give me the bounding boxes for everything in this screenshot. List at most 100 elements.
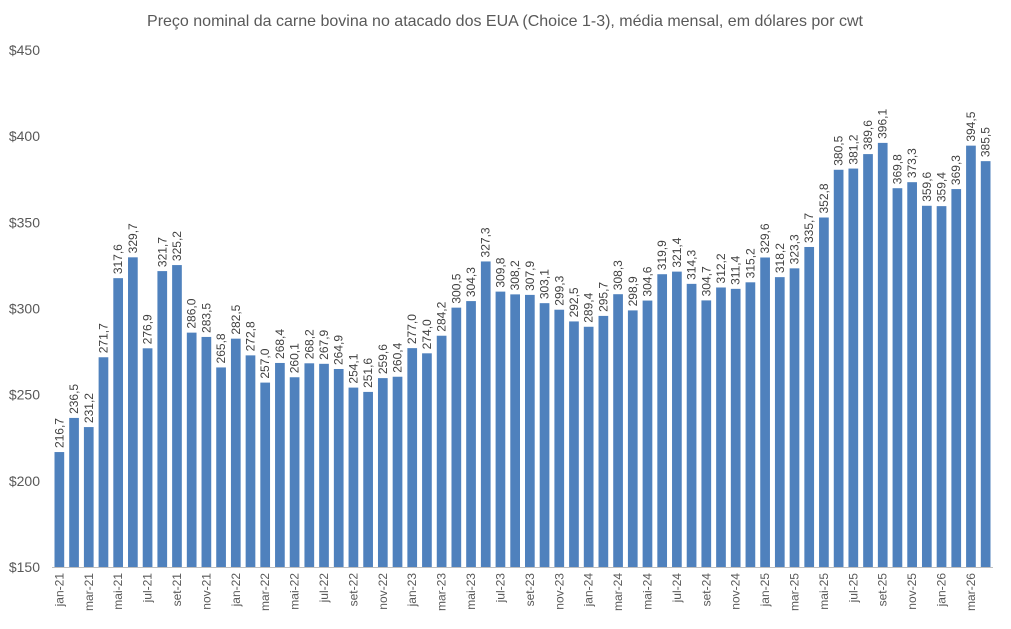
bar-abr-21 [98, 357, 109, 567]
bar-value-label: 314,3 [685, 250, 699, 280]
bar-jul-23 [495, 291, 506, 567]
bar-value-label: 299,3 [552, 275, 566, 305]
x-tick-label: jan-26 [935, 573, 949, 608]
bar-value-label: 303,1 [538, 269, 552, 299]
bar-nov-25 [907, 182, 917, 567]
bar-set-22 [348, 387, 359, 567]
x-tick-label: nov-24 [729, 573, 743, 610]
y-tick-label: $200 [9, 473, 40, 489]
x-tick-label: jul-22 [317, 573, 331, 604]
bar-value-label: 317,6 [111, 244, 125, 274]
bar-value-label: 319,9 [655, 240, 669, 270]
x-tick-label: jan-23 [405, 573, 419, 608]
bar-fev-23 [422, 353, 432, 567]
bar-set-25 [877, 142, 888, 567]
bar-set-23 [525, 294, 535, 567]
bar-fev-26 [951, 189, 962, 567]
bar-value-label: 292,5 [567, 287, 581, 317]
bar-value-label: 335,7 [802, 213, 816, 243]
x-tick-label: set-23 [523, 573, 537, 607]
x-tick-label: jan-22 [229, 573, 243, 608]
y-tick-label: $150 [9, 559, 40, 575]
bar-value-label: 259,6 [376, 344, 390, 374]
bar-value-label: 300,5 [449, 273, 463, 303]
bar-value-label: 298,9 [626, 276, 640, 306]
bar-abr-25 [804, 246, 815, 568]
bar-value-label: 264,9 [332, 335, 346, 365]
x-tick-label: jan-25 [758, 573, 772, 608]
bar-jan-23 [407, 348, 418, 567]
bar-mar-25 [789, 268, 800, 567]
x-tick-label: jul-21 [141, 573, 155, 604]
bar-mai-22 [289, 377, 300, 567]
bar-value-label: 277,0 [405, 314, 419, 344]
bar-value-label: 321,7 [155, 237, 169, 267]
bar-value-label: 283,5 [199, 303, 213, 333]
bar-mar-26 [966, 145, 976, 567]
y-tick-label: $400 [9, 128, 40, 144]
bar-jul-24 [672, 271, 682, 567]
bar-jun-24 [657, 274, 668, 567]
bar-value-label: 274,0 [420, 319, 434, 349]
bar-value-label: 282,5 [229, 304, 243, 334]
bar-mai-23 [466, 301, 476, 567]
bar-fev-21 [69, 417, 79, 567]
bar-jul-22 [319, 363, 329, 567]
bar-nov-21 [201, 336, 212, 567]
bar-value-label: 389,6 [861, 120, 875, 150]
bar-value-label: 325,2 [170, 231, 184, 261]
x-tick-label: set-21 [170, 573, 184, 607]
bar-value-label: 369,3 [949, 155, 963, 185]
bar-value-label: 329,7 [126, 223, 140, 253]
bar-mar-23 [436, 335, 447, 567]
bar-fev-22 [245, 355, 256, 567]
bar-jan-24 [583, 326, 594, 567]
bar-value-label: 359,4 [935, 172, 949, 202]
bar-abr-22 [275, 362, 285, 567]
bar-abr-24 [627, 310, 638, 567]
x-tick-label: mai-21 [111, 573, 125, 610]
bar-jan-25 [760, 257, 770, 567]
bar-value-label: 329,6 [758, 223, 772, 253]
x-tick-label: jan-21 [52, 573, 66, 608]
x-tick-label: nov-22 [376, 573, 390, 610]
bar-mai-25 [819, 217, 829, 567]
bar-ago-25 [863, 154, 873, 567]
x-tick-label: mar-26 [964, 573, 978, 611]
bar-mar-24 [613, 294, 623, 567]
bar-value-label: 284,2 [435, 301, 449, 331]
bar-dez-23 [569, 321, 579, 567]
y-tick-label: $300 [9, 301, 40, 317]
bar-value-label: 369,8 [890, 154, 904, 184]
bar-jul-25 [848, 168, 859, 567]
bar-value-label: 385,5 [979, 127, 993, 157]
bar-value-label: 327,3 [479, 227, 493, 257]
bar-value-label: 381,2 [846, 134, 860, 164]
bar-dez-22 [392, 376, 403, 567]
y-tick-label: $450 [9, 42, 40, 58]
bar-jun-22 [304, 363, 315, 567]
bar-jul-21 [142, 348, 153, 567]
x-tick-label: jul-24 [670, 573, 684, 604]
x-tick-label: mai-23 [464, 573, 478, 610]
bar-abr-26 [980, 161, 991, 567]
bar-value-label: 271,7 [96, 323, 110, 353]
bar-value-label: 394,5 [964, 111, 978, 141]
bar-value-label: 380,5 [832, 135, 846, 165]
bar-value-label: 396,1 [876, 109, 890, 139]
bar-value-label: 309,8 [493, 257, 507, 287]
chart-title: Preço nominal da carne bovina no atacado… [147, 13, 863, 30]
bar-value-label: 321,4 [670, 237, 684, 267]
x-tick-label: mar-23 [435, 573, 449, 611]
bar-value-label: 286,0 [185, 298, 199, 328]
bar-value-label: 295,7 [596, 282, 610, 312]
bar-value-label: 304,7 [699, 266, 713, 296]
bar-jun-25 [833, 169, 844, 567]
bar-value-label: 315,2 [743, 248, 757, 278]
bar-nov-22 [377, 378, 388, 567]
y-tick-label: $350 [9, 214, 40, 230]
bar-mar-21 [83, 427, 94, 567]
